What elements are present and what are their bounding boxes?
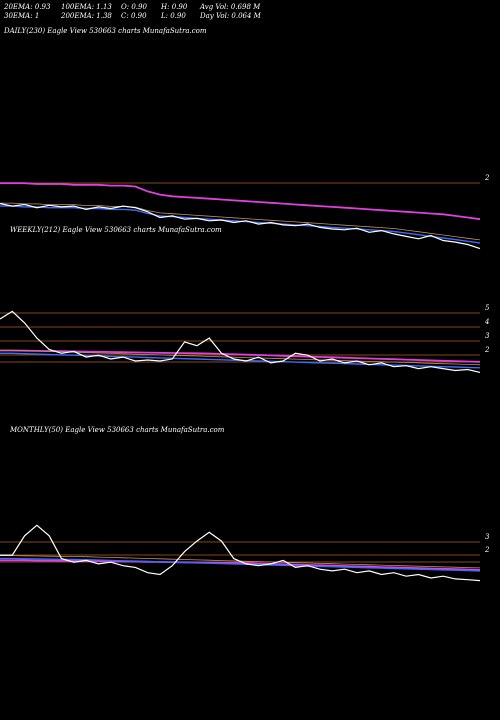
monthly-panel-title: MONTHLY(50) Eagle View 530663 charts Mun… (10, 426, 225, 434)
low-label: L: 0.90 (161, 12, 186, 20)
monthly-y-tick-label: 3 (485, 533, 490, 541)
avg-vol-label: Avg Vol: 0.698 M (200, 3, 261, 11)
daily-series-line-2 (0, 182, 481, 221)
indicator-header: 20EMA: 0.93 100EMA: 1.13 O: 0.90 H: 0.90… (4, 3, 484, 23)
ema20-label: 20EMA: 0.93 (4, 3, 51, 11)
weekly-y-tick-label: 2 (484, 346, 490, 354)
weekly-panel-title: WEEKLY(212) Eagle View 530663 charts Mun… (10, 226, 222, 234)
weekly-series-line-2 (0, 349, 481, 363)
ema200-label: 200EMA: 1.38 (61, 12, 112, 20)
close-label: C: 0.90 (121, 12, 147, 20)
ema100-label: 100EMA: 1.13 (61, 3, 112, 11)
weekly-y-tick-label: 4 (484, 318, 489, 326)
monthly-series-line-0 (0, 524, 481, 582)
ema30-label: 30EMA: 1 (4, 12, 40, 20)
weekly-y-tick-label: 3 (485, 332, 490, 340)
weekly-y-tick-label: 5 (485, 304, 490, 312)
daily-panel-title: DAILY(230) Eagle View 530663 charts Muna… (4, 27, 207, 35)
monthly-series-line-1 (0, 557, 481, 572)
day-vol-label: Day Vol: 0.064 M (200, 12, 261, 20)
weekly-series-line-mid (0, 349, 481, 366)
daily-y-tick-label: 2 (484, 174, 490, 182)
daily-series-line-mid (0, 202, 481, 241)
monthly-y-tick-label: 2 (484, 546, 490, 554)
high-label: H: 0.90 (161, 3, 188, 11)
daily-series-line-0 (0, 203, 481, 250)
open-label: O: 0.90 (121, 3, 147, 11)
weekly-series-line-0 (0, 310, 481, 373)
